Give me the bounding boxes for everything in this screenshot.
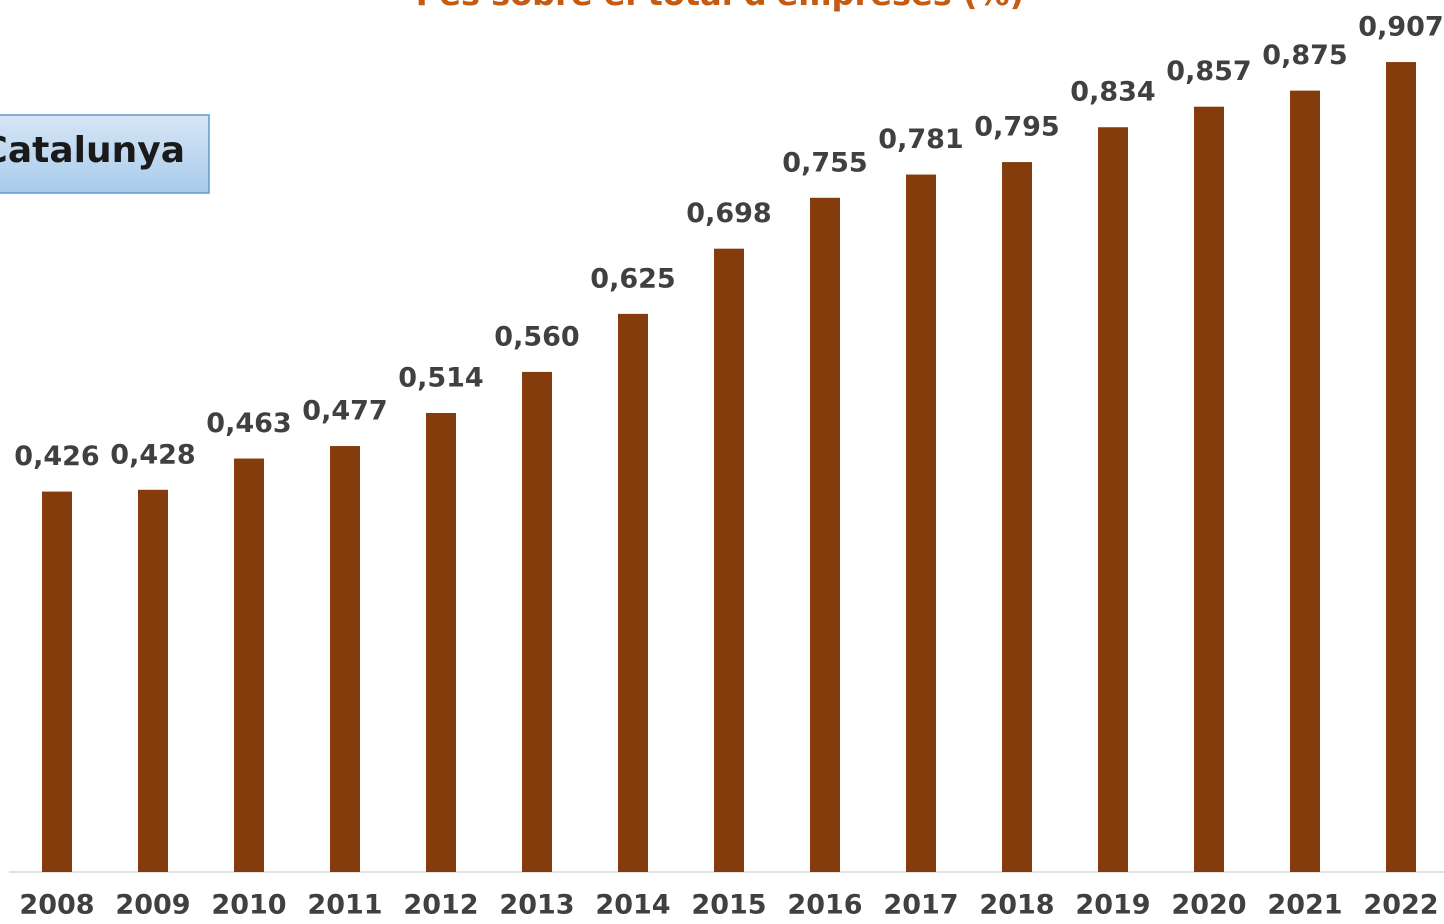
data-label: 0,795 [974, 112, 1059, 143]
bar [714, 248, 744, 872]
data-label: 0,857 [1166, 56, 1251, 87]
bar [426, 412, 456, 872]
bar [1002, 162, 1032, 872]
x-tick-label: 2022 [1363, 890, 1438, 921]
bar [906, 174, 936, 872]
x-tick-label: 2019 [1075, 890, 1150, 921]
x-tick-label: 2011 [307, 890, 382, 921]
data-label: 0,514 [398, 362, 483, 393]
bar [330, 446, 360, 872]
x-tick-label: 2014 [595, 890, 670, 921]
x-tick-label: 2008 [19, 890, 94, 921]
bar [1194, 106, 1224, 873]
data-label: 0,426 [14, 441, 99, 472]
bar [810, 197, 840, 872]
data-label: 0,463 [206, 408, 291, 439]
x-tick-label: 2010 [211, 890, 286, 921]
data-label: 0,477 [302, 396, 387, 427]
x-tick-label: 2016 [787, 890, 862, 921]
data-label: 0,834 [1070, 77, 1155, 108]
data-label: 0,625 [590, 263, 675, 294]
chart-title: Pes sobre el total d'empreses (%) [416, 0, 1024, 13]
data-label: 0,781 [878, 124, 963, 155]
x-tick-label: 2020 [1171, 890, 1246, 921]
bar [522, 371, 552, 872]
x-tick-label: 2015 [691, 890, 766, 921]
x-tick-label: 2017 [883, 890, 958, 921]
bar [42, 491, 72, 872]
x-tick-label: 2009 [115, 890, 190, 921]
data-label: 0,560 [494, 321, 579, 352]
data-label: 0,698 [686, 198, 771, 229]
bar [1098, 127, 1128, 873]
bar [1290, 90, 1320, 872]
annotation-box [0, 114, 210, 194]
annotation: Catalunya [0, 130, 185, 171]
x-tick-label: 2018 [979, 890, 1054, 921]
bar [618, 313, 648, 872]
x-tick-label: 2012 [403, 890, 478, 921]
bar [234, 458, 264, 872]
x-tick-label: 2021 [1267, 890, 1342, 921]
bar [1386, 62, 1416, 872]
x-tick-label: 2013 [499, 890, 574, 921]
data-label: 0,875 [1262, 40, 1347, 71]
data-label: 0,755 [782, 147, 867, 178]
data-label: 0,428 [110, 439, 195, 470]
data-label: 0,907 [1358, 12, 1443, 43]
bar [138, 489, 168, 872]
